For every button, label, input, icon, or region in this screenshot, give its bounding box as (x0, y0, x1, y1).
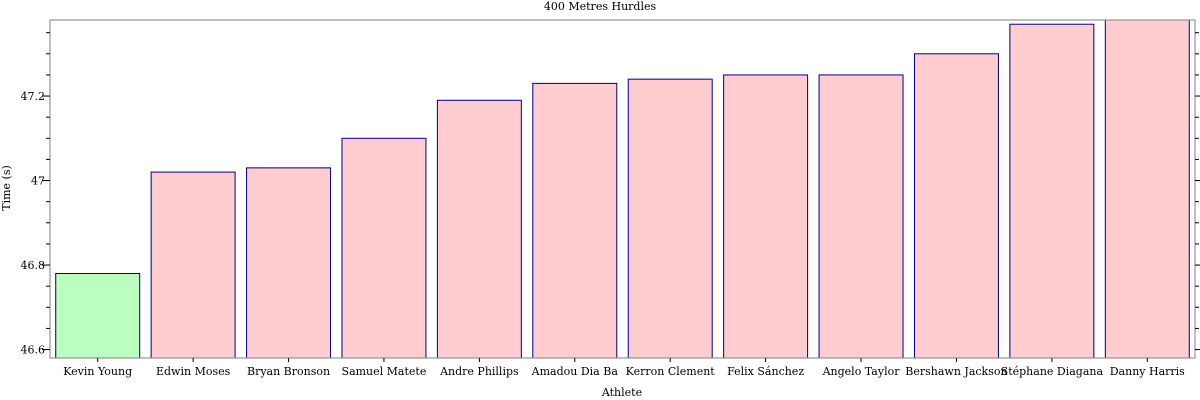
x-tick-label: Bershawn Jackson (905, 365, 1007, 378)
x-tick-label: Samuel Matete (342, 365, 427, 378)
plot-frame (49, 19, 1196, 359)
x-tick-label: Kerron Clement (626, 365, 716, 378)
x-tick-label: Bryan Bronson (247, 365, 330, 378)
x-tick-label: Felix Sánchez (727, 365, 804, 378)
bar-3 (246, 167, 332, 359)
bar-1 (55, 273, 141, 359)
bar-2 (150, 171, 236, 359)
bar-8 (723, 74, 809, 359)
x-tick-label: Kevin Young (63, 365, 132, 378)
x-tick-labels: Kevin Young Edwin Moses Bryan Bronson Samue… (63, 358, 1185, 378)
bar-7 (627, 78, 713, 359)
y-tick-label: 47 (31, 175, 45, 188)
x-tick-label: Danny Harris (1110, 365, 1185, 378)
y-tick-label: 46.8 (21, 259, 46, 272)
axes-group: 46.6 46.8 47 47.2 (21, 19, 1200, 359)
chart-title: 400 Metres Hurdles (544, 0, 657, 13)
bar-6 (532, 82, 618, 359)
bar-4 (341, 137, 427, 359)
x-tick-label: Amadou Dia Ba (531, 365, 619, 378)
x-tick-label: Stéphane Diagana (1001, 365, 1104, 378)
bar-10 (913, 53, 999, 359)
y-axis-title: Time (s) (0, 165, 13, 211)
x-tick-label: Andre Phillips (439, 365, 519, 378)
bar-11 (1009, 23, 1095, 359)
bar-12 (1104, 19, 1190, 359)
y-tick-label: 47.2 (21, 90, 46, 103)
x-tick-label: Angelo Taylor (822, 365, 901, 378)
y-tick-label: 46.6 (21, 344, 46, 357)
bars-group (55, 19, 1190, 359)
bar-9 (818, 74, 904, 359)
bar-5 (436, 99, 522, 359)
x-axis-title: Athlete (601, 386, 642, 399)
x-tick-label: Edwin Moses (156, 365, 231, 378)
